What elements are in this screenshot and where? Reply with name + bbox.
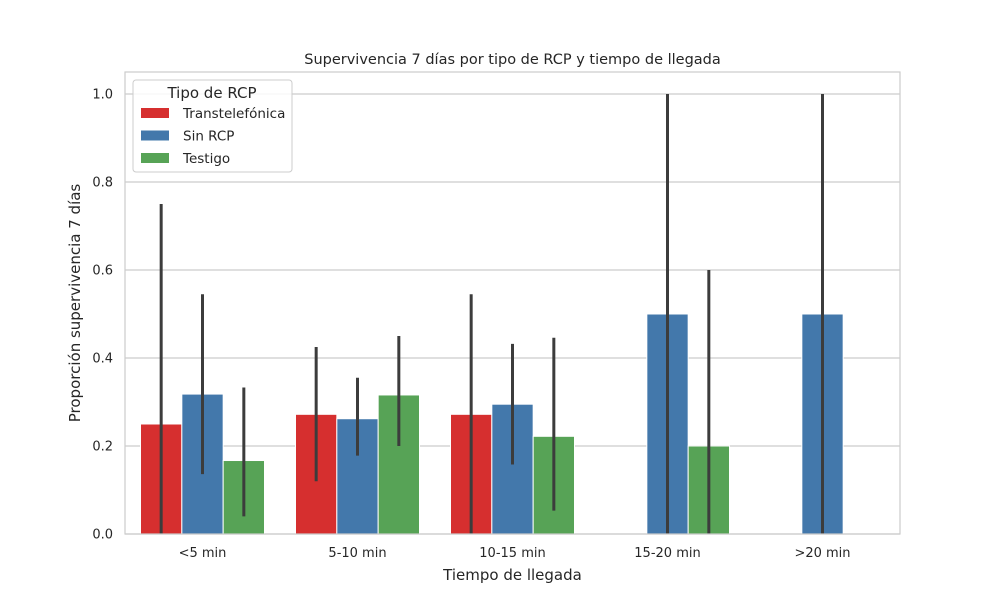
x-tick-label-1: 5-10 min (328, 546, 386, 561)
legend: Tipo de RCP Transtelefónica Sin RCP Testig… (132, 79, 293, 173)
y-tick-labels: 0.0 0.2 0.4 0.6 0.8 1.0 (92, 88, 113, 543)
y-tick-label-5: 1.0 (92, 88, 113, 103)
y-tick-label-1: 0.2 (92, 440, 113, 455)
y-tick-label-2: 0.4 (92, 352, 113, 367)
chart-title: Supervivencia 7 días por tipo de RCP y t… (304, 52, 721, 68)
legend-title: Tipo de RCP (166, 84, 256, 102)
legend-label-transtelef-nica: Transtelefónica (182, 106, 285, 122)
bars (140, 313, 844, 535)
legend-swatch-testigo (141, 153, 169, 163)
y-tick-label-4: 0.8 (92, 176, 113, 191)
y-tick-label-3: 0.6 (92, 264, 113, 279)
y-tick-label-0: 0.0 (92, 528, 113, 543)
x-axis-label: Tiempo de llegada (442, 566, 582, 584)
legend-swatch-sin-rcp (141, 130, 169, 141)
legend-items: Transtelefónica Sin RCP Testigo (141, 106, 285, 167)
x-tick-label-2: 10-15 min (479, 546, 545, 561)
y-axis-label: Proporción supervivencia 7 días (66, 184, 84, 423)
plot-frame (124, 71, 901, 535)
error-bars (159, 94, 824, 534)
legend-swatch-transtelef-nica (141, 108, 169, 118)
legend-label-testigo: Testigo (182, 151, 230, 167)
x-tick-labels: <5 min 5-10 min 10-15 min 15-20 min >20 min (179, 546, 851, 561)
legend-box (132, 79, 293, 173)
x-tick-label-4: >20 min (794, 546, 850, 561)
legend-label-sin-rcp: Sin RCP (183, 129, 234, 145)
x-tick-label-3: 15-20 min (634, 546, 700, 561)
x-tick-label-0: <5 min (179, 546, 227, 561)
